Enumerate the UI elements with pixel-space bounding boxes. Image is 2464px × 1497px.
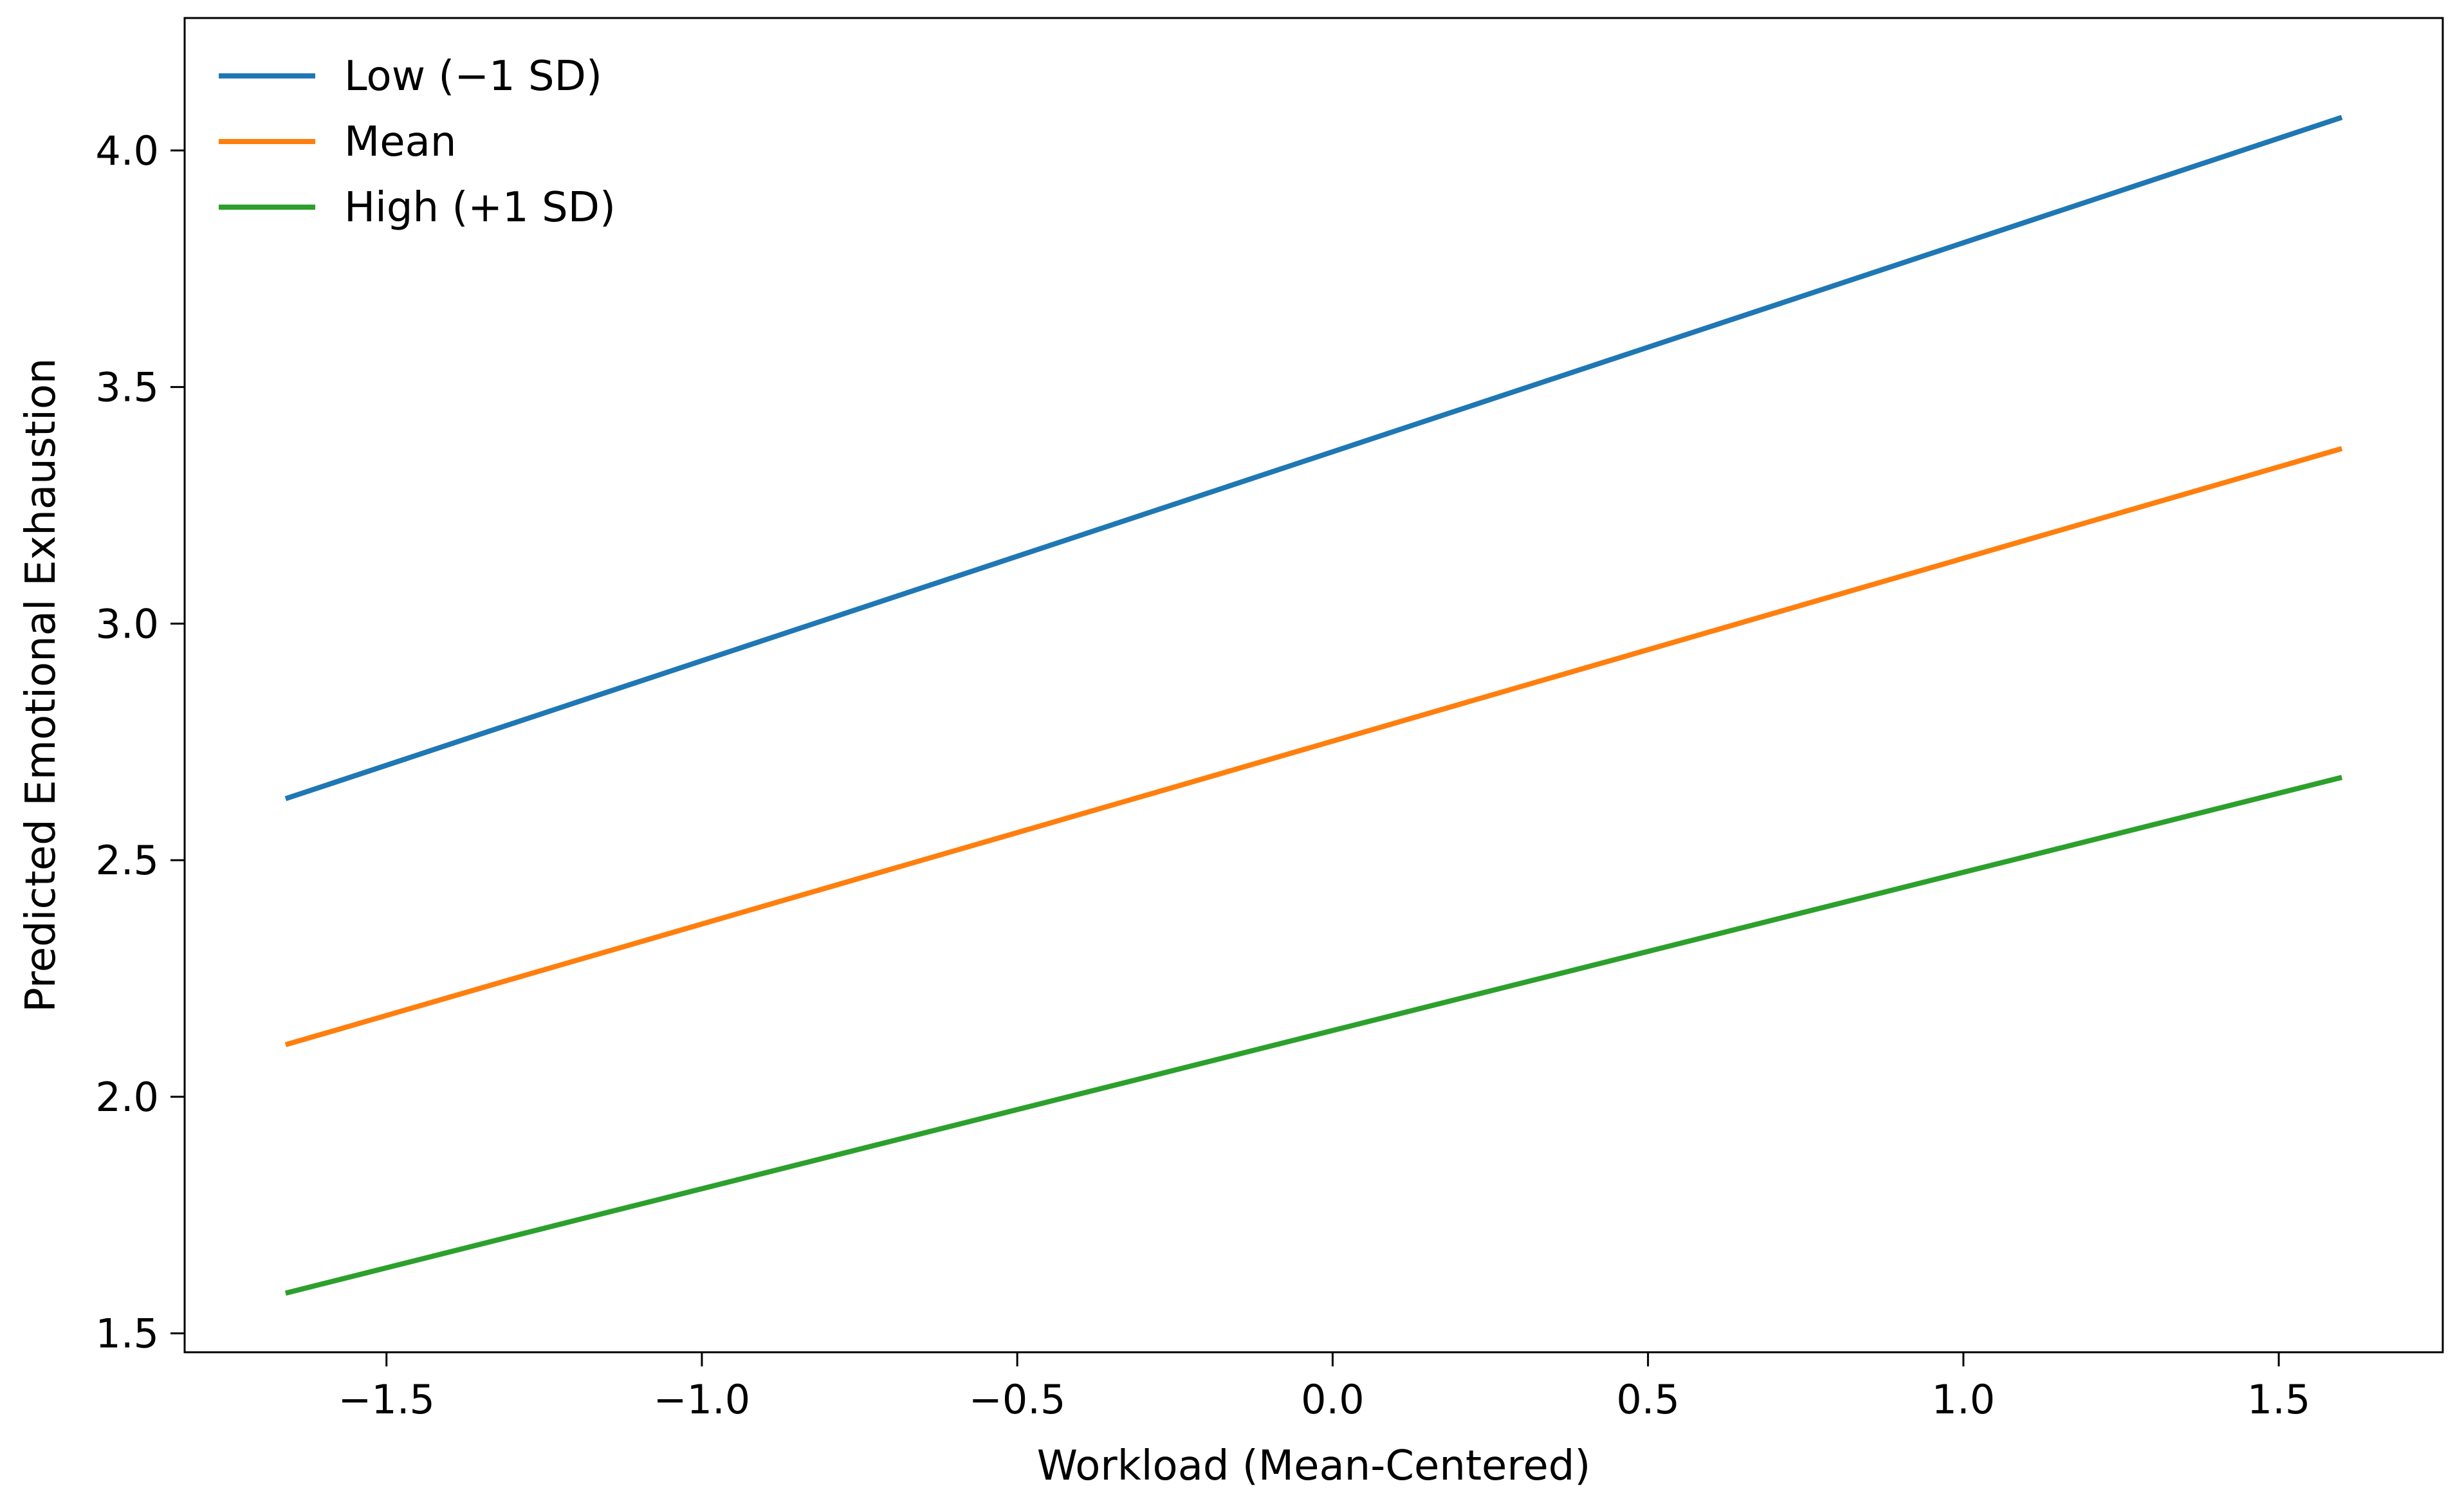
series-line-0: [284, 115, 2343, 802]
y-tick-label: 2.5: [95, 837, 159, 884]
y-tick-label: 3.0: [95, 600, 159, 647]
legend: Low (−1 SD) Mean High (+1 SD): [219, 53, 616, 232]
x-tick-label: 0.0: [1301, 1376, 1365, 1423]
series-line-1: [284, 446, 2343, 1047]
legend-label-1: Mean: [344, 118, 456, 166]
x-tick-label: −1.5: [338, 1376, 435, 1423]
x-tick-label: −1.0: [654, 1376, 751, 1423]
x-tick-label: −0.5: [969, 1376, 1066, 1423]
x-axis-label: Workload (Mean-Centered): [1037, 1442, 1591, 1490]
y-axis-ticks: 1.5 2.0 2.5 3.0 3.5 4.0: [95, 127, 185, 1357]
plot-frame: [183, 17, 2444, 1354]
series-layer: [284, 115, 2343, 1296]
y-tick-label: 2.0: [95, 1074, 159, 1121]
series-line-2: [284, 775, 2343, 1296]
x-tick-label: 0.5: [1616, 1376, 1680, 1423]
legend-label-2: High (+1 SD): [344, 184, 616, 232]
legend-label-0: Low (−1 SD): [344, 53, 602, 100]
y-tick-label: 1.5: [95, 1310, 159, 1357]
y-tick-label: 3.5: [95, 364, 159, 411]
y-axis-label: Predicted Emotional Exhaustion: [17, 358, 65, 1012]
x-tick-label: 1.0: [1932, 1376, 1996, 1423]
x-axis-ticks: −1.5 −1.0 −0.5 0.0 0.5 1.0 1.5: [338, 1352, 2310, 1423]
y-tick-label: 4.0: [95, 127, 159, 174]
x-tick-label: 1.5: [2247, 1376, 2311, 1423]
